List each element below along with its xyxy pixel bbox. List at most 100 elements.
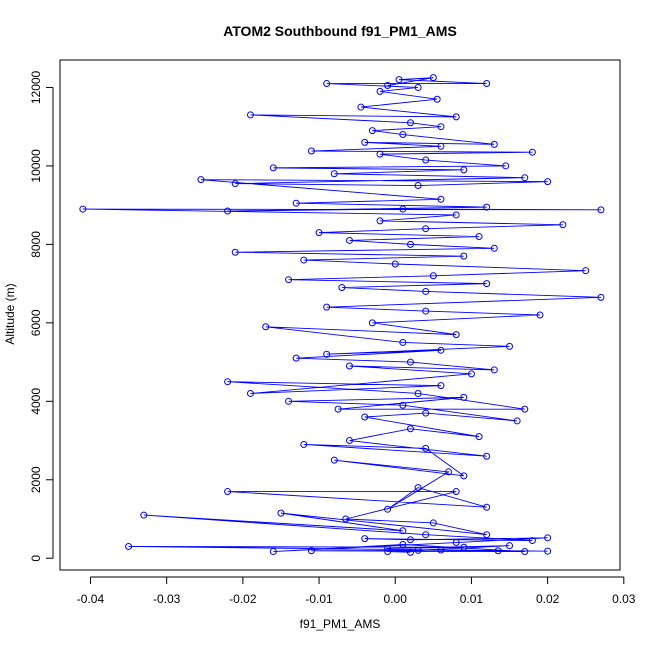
- data-point: [597, 206, 605, 214]
- data-point: [437, 123, 445, 131]
- data-point: [231, 180, 239, 188]
- data-point: [483, 80, 491, 88]
- data-point: [307, 547, 315, 555]
- data-point: [285, 397, 293, 405]
- data-point: [422, 156, 430, 164]
- data-point: [307, 147, 315, 155]
- data-point: [483, 280, 491, 288]
- data-point: [346, 437, 354, 445]
- data-point: [361, 413, 369, 421]
- y-tick-label: 0: [29, 555, 43, 562]
- y-tick-label: 6000: [29, 309, 43, 336]
- y-tick-label: 10000: [29, 149, 43, 183]
- data-point: [414, 83, 422, 91]
- data-point: [506, 542, 514, 550]
- data-point: [395, 76, 403, 84]
- chart-title: ATOM2 Southbound f91_PM1_AMS: [223, 23, 457, 39]
- data-point: [292, 354, 300, 362]
- x-tick-label: 0.00: [384, 592, 408, 606]
- data-point: [483, 531, 491, 539]
- data-point: [521, 548, 529, 556]
- data-point: [433, 95, 441, 103]
- data-point: [475, 233, 483, 241]
- data-point: [269, 164, 277, 172]
- data-point: [300, 256, 308, 264]
- data-point: [330, 456, 338, 464]
- data-point: [277, 509, 285, 517]
- data-point: [125, 542, 133, 550]
- data-point: [445, 468, 453, 476]
- data-point: [399, 131, 407, 139]
- data-point: [384, 544, 392, 552]
- data-point: [224, 378, 232, 386]
- data-point: [452, 539, 460, 547]
- data-point: [490, 244, 498, 252]
- data-point: [483, 452, 491, 460]
- x-axis: -0.04 -0.03 -0.02 -0.01 0.00 0.01 0.02 0.03: [77, 576, 636, 606]
- data-point: [342, 515, 350, 523]
- data-point: [140, 511, 148, 519]
- data-point: [384, 505, 392, 513]
- data-point: [376, 87, 384, 95]
- data-point: [315, 229, 323, 237]
- data-point: [376, 150, 384, 158]
- data-point: [361, 535, 369, 543]
- data-point: [300, 440, 308, 448]
- data-point: [452, 113, 460, 121]
- x-axis-label: f91_PM1_AMS: [300, 617, 381, 631]
- y-axis-label: Altitude (m): [3, 283, 17, 344]
- data-point: [361, 138, 369, 146]
- x-tick-label: -0.01: [305, 592, 333, 606]
- data-point: [376, 217, 384, 225]
- data-point: [597, 293, 605, 301]
- y-tick-label: 4000: [29, 388, 43, 415]
- series-line: [82, 77, 601, 553]
- data-point: [429, 74, 437, 82]
- data-point: [437, 546, 445, 554]
- data-point: [422, 307, 430, 315]
- data-point: [582, 267, 590, 275]
- data-point: [79, 205, 87, 213]
- data-point: [391, 260, 399, 268]
- data-point: [437, 195, 445, 203]
- data-point: [528, 148, 536, 156]
- data-point: [544, 547, 552, 555]
- data-point: [460, 393, 468, 401]
- data-point: [399, 541, 407, 548]
- data-point: [513, 417, 521, 425]
- data-point: [414, 546, 422, 554]
- data-point: [368, 127, 376, 135]
- data-point: [334, 405, 342, 413]
- data-point: [506, 342, 514, 350]
- data-point: [521, 174, 529, 182]
- y-axis: 0 2000 4000 6000 8000 10000 12000: [29, 70, 54, 562]
- x-tick-label: 0.02: [536, 592, 560, 606]
- data-point: [422, 225, 430, 233]
- data-point: [528, 537, 536, 545]
- data-point: [437, 346, 445, 354]
- data-point: [414, 182, 422, 190]
- data-point: [544, 178, 552, 186]
- data-point: [422, 531, 430, 539]
- data-point: [422, 444, 430, 452]
- data-point: [262, 323, 270, 331]
- data-point: [384, 82, 392, 89]
- data-point: [414, 389, 422, 397]
- data-point: [437, 382, 445, 390]
- data-point: [384, 548, 392, 556]
- data-point: [429, 519, 437, 527]
- data-point: [323, 303, 331, 311]
- data-point: [399, 205, 407, 213]
- data-point: [494, 547, 502, 555]
- data-point: [452, 488, 460, 496]
- data-point: [406, 536, 414, 544]
- data-point: [475, 433, 483, 441]
- data-point: [429, 272, 437, 280]
- x-tick-label: 0.01: [460, 592, 484, 606]
- data-point: [224, 207, 232, 215]
- data-point: [224, 488, 232, 496]
- data-point: [406, 425, 414, 433]
- data-point: [246, 389, 254, 397]
- data-point: [406, 358, 414, 366]
